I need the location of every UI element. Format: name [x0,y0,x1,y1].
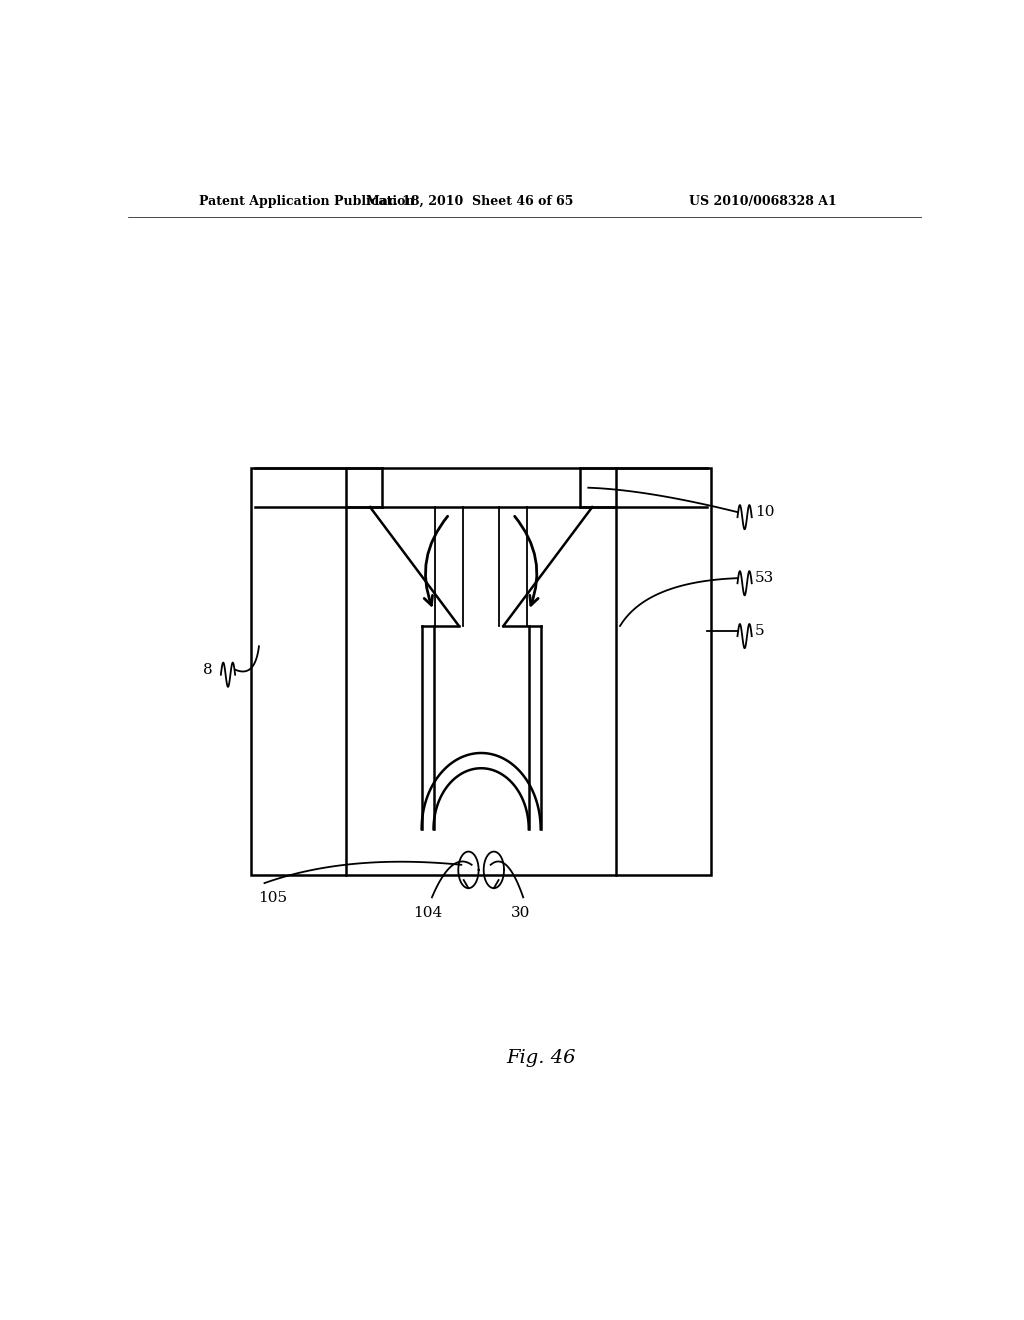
Text: 10: 10 [755,506,774,519]
Text: 8: 8 [204,663,213,677]
Text: 5: 5 [755,624,765,638]
Text: Mar. 18, 2010  Sheet 46 of 65: Mar. 18, 2010 Sheet 46 of 65 [366,194,573,207]
Text: 105: 105 [258,891,287,906]
Text: US 2010/0068328 A1: US 2010/0068328 A1 [689,194,837,207]
Text: Patent Application Publication: Patent Application Publication [200,194,415,207]
Text: Fig. 46: Fig. 46 [506,1049,575,1067]
Bar [251,469,712,875]
Text: 30: 30 [511,906,530,920]
Text: 53: 53 [755,572,774,585]
Text: 104: 104 [414,906,442,920]
